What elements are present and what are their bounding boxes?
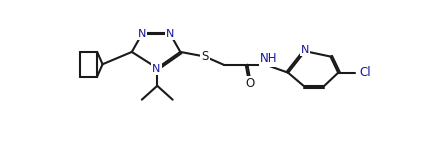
Text: N: N <box>152 64 161 74</box>
Text: NH: NH <box>260 52 278 65</box>
Text: S: S <box>201 50 209 63</box>
Text: N: N <box>166 29 175 39</box>
Text: N: N <box>138 29 146 39</box>
Text: Cl: Cl <box>359 66 371 79</box>
Text: N: N <box>301 45 309 55</box>
Text: O: O <box>245 77 254 90</box>
